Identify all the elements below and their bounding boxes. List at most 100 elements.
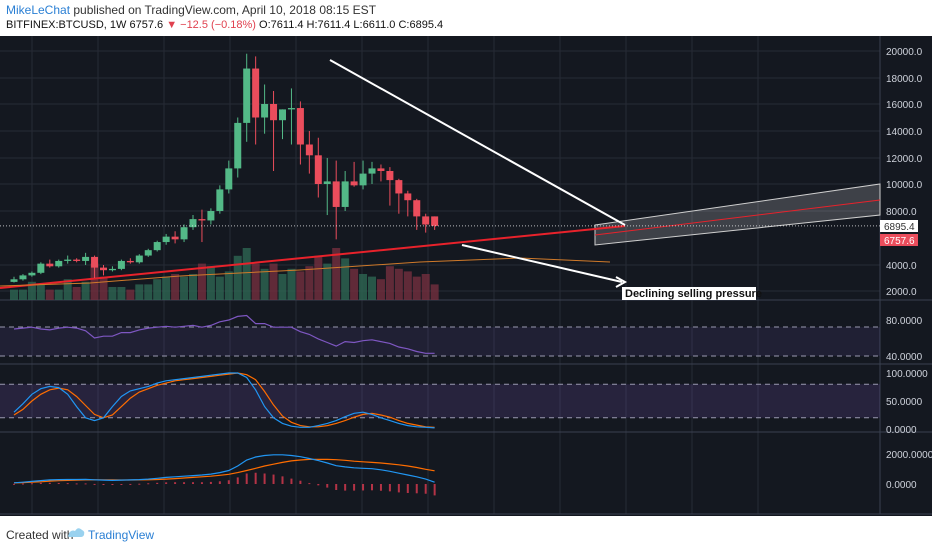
publish-line: MikeLeChat published on TradingView.com,…	[6, 3, 376, 17]
symbol-line: BITFINEX:BTCUSD, 1W 6757.6 ▼ −12.5 (−0.1…	[6, 19, 443, 31]
price-tag-label: 6757.6	[884, 236, 915, 247]
macd-histogram-bar	[200, 482, 203, 484]
volume-bar	[341, 258, 350, 300]
macd-histogram-bar	[326, 484, 329, 488]
candle-body	[73, 259, 81, 261]
symbol-name: BITFINEX:BTCUSD, 1W	[6, 19, 127, 31]
candle-body	[279, 109, 286, 121]
macd-histogram-bar	[75, 483, 78, 485]
volume-bar	[153, 279, 162, 300]
candle-body	[234, 122, 242, 169]
y-tick-label: 4000.0	[886, 261, 917, 272]
resistance-trendline	[329, 59, 626, 226]
volume-bar	[233, 255, 242, 300]
arrow-icon	[615, 276, 628, 288]
support-trendline	[0, 225, 626, 289]
candle-body	[82, 256, 90, 261]
macd-histogram-bar	[272, 474, 275, 484]
macd-histogram-bar	[245, 473, 248, 484]
volume-bar	[350, 268, 359, 300]
volume-bar	[305, 266, 314, 300]
macd-histogram-bar	[388, 484, 391, 492]
macd-histogram-bar	[263, 473, 266, 484]
candle-body	[126, 260, 134, 263]
y-tick-label: 10000.0	[886, 180, 923, 191]
candle-body	[64, 259, 72, 261]
volume-bar	[376, 279, 385, 300]
volume-bar	[144, 284, 153, 300]
candle-body	[323, 181, 331, 184]
chart-area[interactable]: 20000.0 18000.0 16000.0 14000.0 12000.0 10000…	[0, 36, 932, 533]
volume-bar	[394, 268, 403, 300]
candle-body	[404, 193, 412, 201]
macd-histogram-bar	[120, 484, 123, 485]
volume-bar	[197, 263, 206, 300]
macd-histogram-bar	[433, 484, 436, 496]
macd-histogram-bar	[129, 483, 132, 485]
volume-bar	[54, 289, 63, 300]
macd-histogram-bar	[281, 476, 284, 484]
volume-bar	[368, 276, 376, 300]
rsi-tick-label: 40.0000	[886, 352, 923, 363]
volume-bar	[108, 287, 117, 300]
ohlc-values: O:7611.4 H:7611.4 L:6611.0 C:6895.4	[259, 19, 444, 31]
macd-histogram-bar	[415, 484, 418, 494]
candle-body	[431, 216, 439, 226]
volume-bar	[63, 279, 72, 300]
candle-body	[55, 260, 63, 267]
rsi-line	[13, 314, 435, 354]
volume-bar	[242, 248, 251, 300]
volume-bar	[332, 248, 341, 300]
volume-bar	[45, 289, 54, 300]
macd-histogram-bar	[308, 483, 311, 485]
candle-body	[171, 236, 179, 240]
volume-bar	[180, 276, 189, 300]
macd-histogram-bar	[174, 482, 177, 484]
volume-bar	[269, 263, 278, 300]
volume-bar	[90, 263, 99, 300]
candle-body	[243, 68, 251, 123]
tradingview-brand[interactable]: TradingView	[88, 528, 155, 542]
publish-info: published on TradingView.com, April 10, …	[73, 3, 377, 17]
price-tag-label: 6895.4	[884, 222, 915, 233]
volume-bar	[359, 274, 368, 300]
volume-trendline	[461, 244, 623, 283]
macd-histogram-bar	[21, 483, 24, 485]
macd-histogram-bar	[344, 484, 347, 491]
volume-bar	[171, 274, 180, 300]
macd-histogram-bar	[290, 478, 293, 484]
macd-histogram-bar	[13, 483, 15, 485]
volume-bar	[224, 271, 233, 300]
volume-bar	[135, 284, 144, 300]
candle-body	[422, 216, 430, 225]
volume-bar	[287, 268, 296, 300]
volume-bar	[403, 271, 412, 300]
macd-histogram-bar	[30, 483, 33, 485]
candle-body	[162, 236, 170, 243]
price-channel	[594, 183, 881, 246]
macd-histogram-bar	[209, 481, 212, 484]
stoch-tick-label: 50.0000	[886, 397, 923, 408]
macd-histogram-bar	[424, 484, 427, 494]
macd-histogram-bar	[84, 483, 87, 485]
y-tick-label: 16000.0	[886, 100, 923, 111]
volume-bar	[430, 284, 439, 300]
candle-body	[252, 68, 260, 118]
macd-histogram-bar	[102, 484, 105, 485]
candle-body	[350, 181, 358, 186]
candle-body	[270, 104, 278, 121]
macd-histogram-bar	[192, 482, 194, 484]
chart-canvas[interactable]: 20000.0 18000.0 16000.0 14000.0 12000.0 10000…	[0, 36, 932, 533]
author-link[interactable]: MikeLeChat	[6, 3, 71, 17]
macd-histogram-bar	[48, 482, 51, 484]
candle-body	[37, 263, 45, 273]
y-tick-label: 20000.0	[886, 47, 923, 58]
volume-bar	[323, 263, 332, 300]
price-change: −12.5 (−0.18%)	[180, 19, 256, 31]
macd-histogram-bar	[39, 482, 42, 484]
candle-body	[359, 173, 367, 186]
candle-body	[377, 168, 385, 171]
macd-histogram-bar	[236, 477, 239, 484]
macd-histogram-bar	[362, 484, 365, 491]
volume-bar	[278, 274, 287, 300]
